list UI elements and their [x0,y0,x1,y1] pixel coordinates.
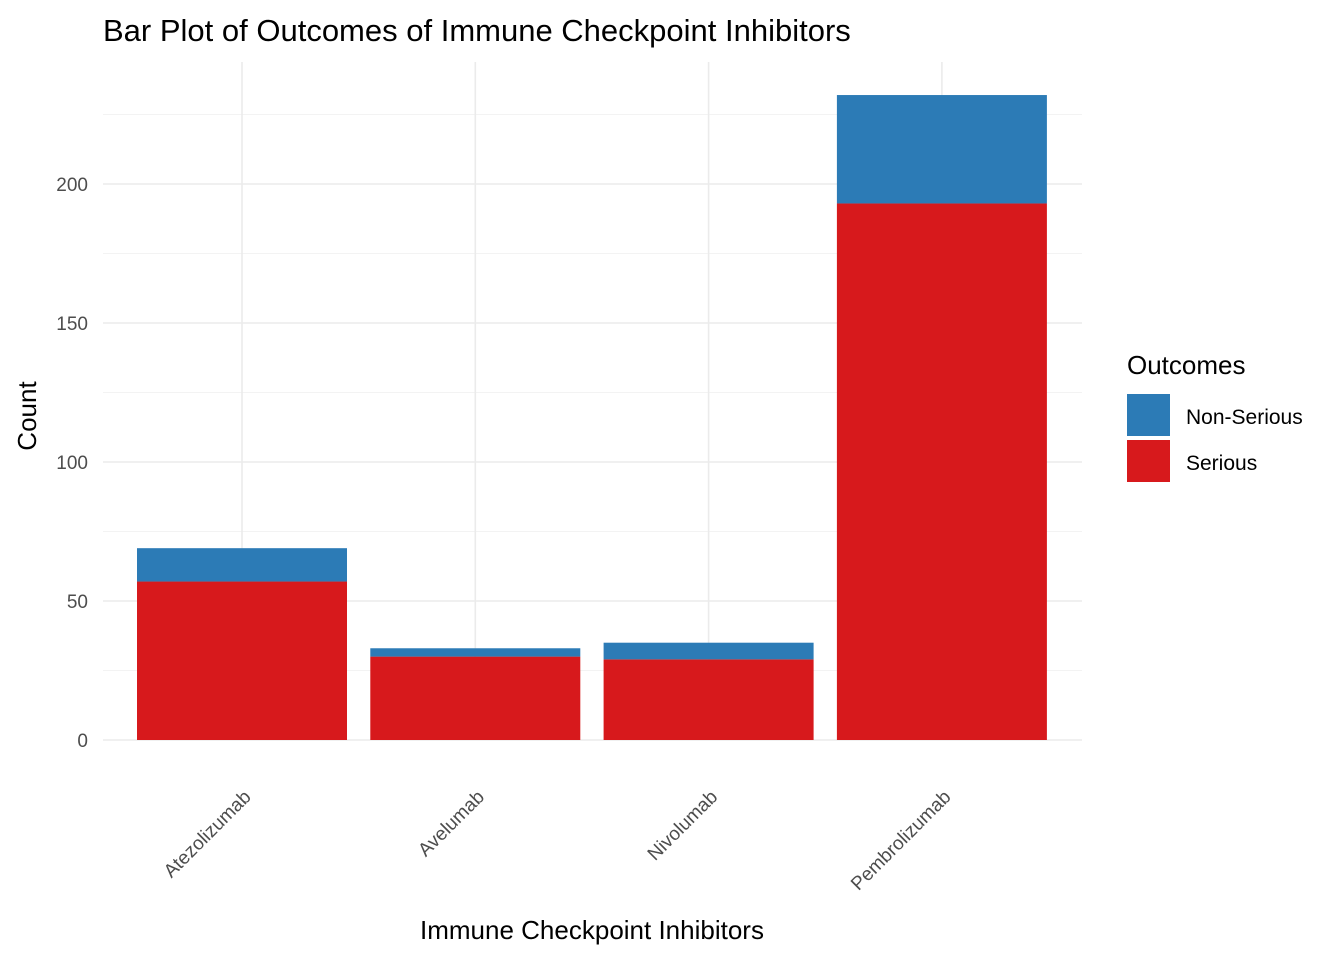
y-axis-ticks: 0 50 100 150 200 [56,175,88,752]
bar-non-serious-pembrolizumab [836,95,1047,204]
x-tick-label: Nivolumab [644,787,722,865]
bar-non-serious-avelumab [370,648,581,657]
bar-non-serious-nivolumab [603,642,814,660]
y-tick-label: 100 [56,453,88,474]
y-axis-title: Count [12,381,42,451]
bar-serious-avelumab [370,656,581,740]
y-tick-label: 0 [77,731,88,752]
x-tick-label: Pembrolizumab [847,787,955,895]
chart-title: Bar Plot of Outcomes of Immune Checkpoin… [103,13,851,48]
bar-serious-nivolumab [603,659,814,740]
legend-title: Outcomes [1127,350,1246,380]
x-axis-title: Immune Checkpoint Inhibitors [420,915,764,945]
x-tick-label: Avelumab [414,787,488,861]
x-tick-label: Atezolizumab [160,787,256,883]
legend: Outcomes Non-Serious Serious [1127,350,1303,482]
legend-label: Non-Serious [1186,406,1303,429]
y-tick-label: 200 [56,175,88,196]
bars [137,95,1047,740]
legend-label: Serious [1186,452,1257,475]
bar-serious-atezolizumab [137,581,347,740]
y-tick-label: 150 [56,314,88,335]
bar-non-serious-atezolizumab [137,548,347,582]
legend-key-serious [1127,440,1170,482]
y-tick-label: 50 [67,592,88,613]
bar-serious-pembrolizumab [836,203,1047,740]
legend-key-non-serious [1127,394,1170,436]
x-axis-ticks: Atezolizumab Avelumab Nivolumab Pembrolizum… [160,787,955,895]
